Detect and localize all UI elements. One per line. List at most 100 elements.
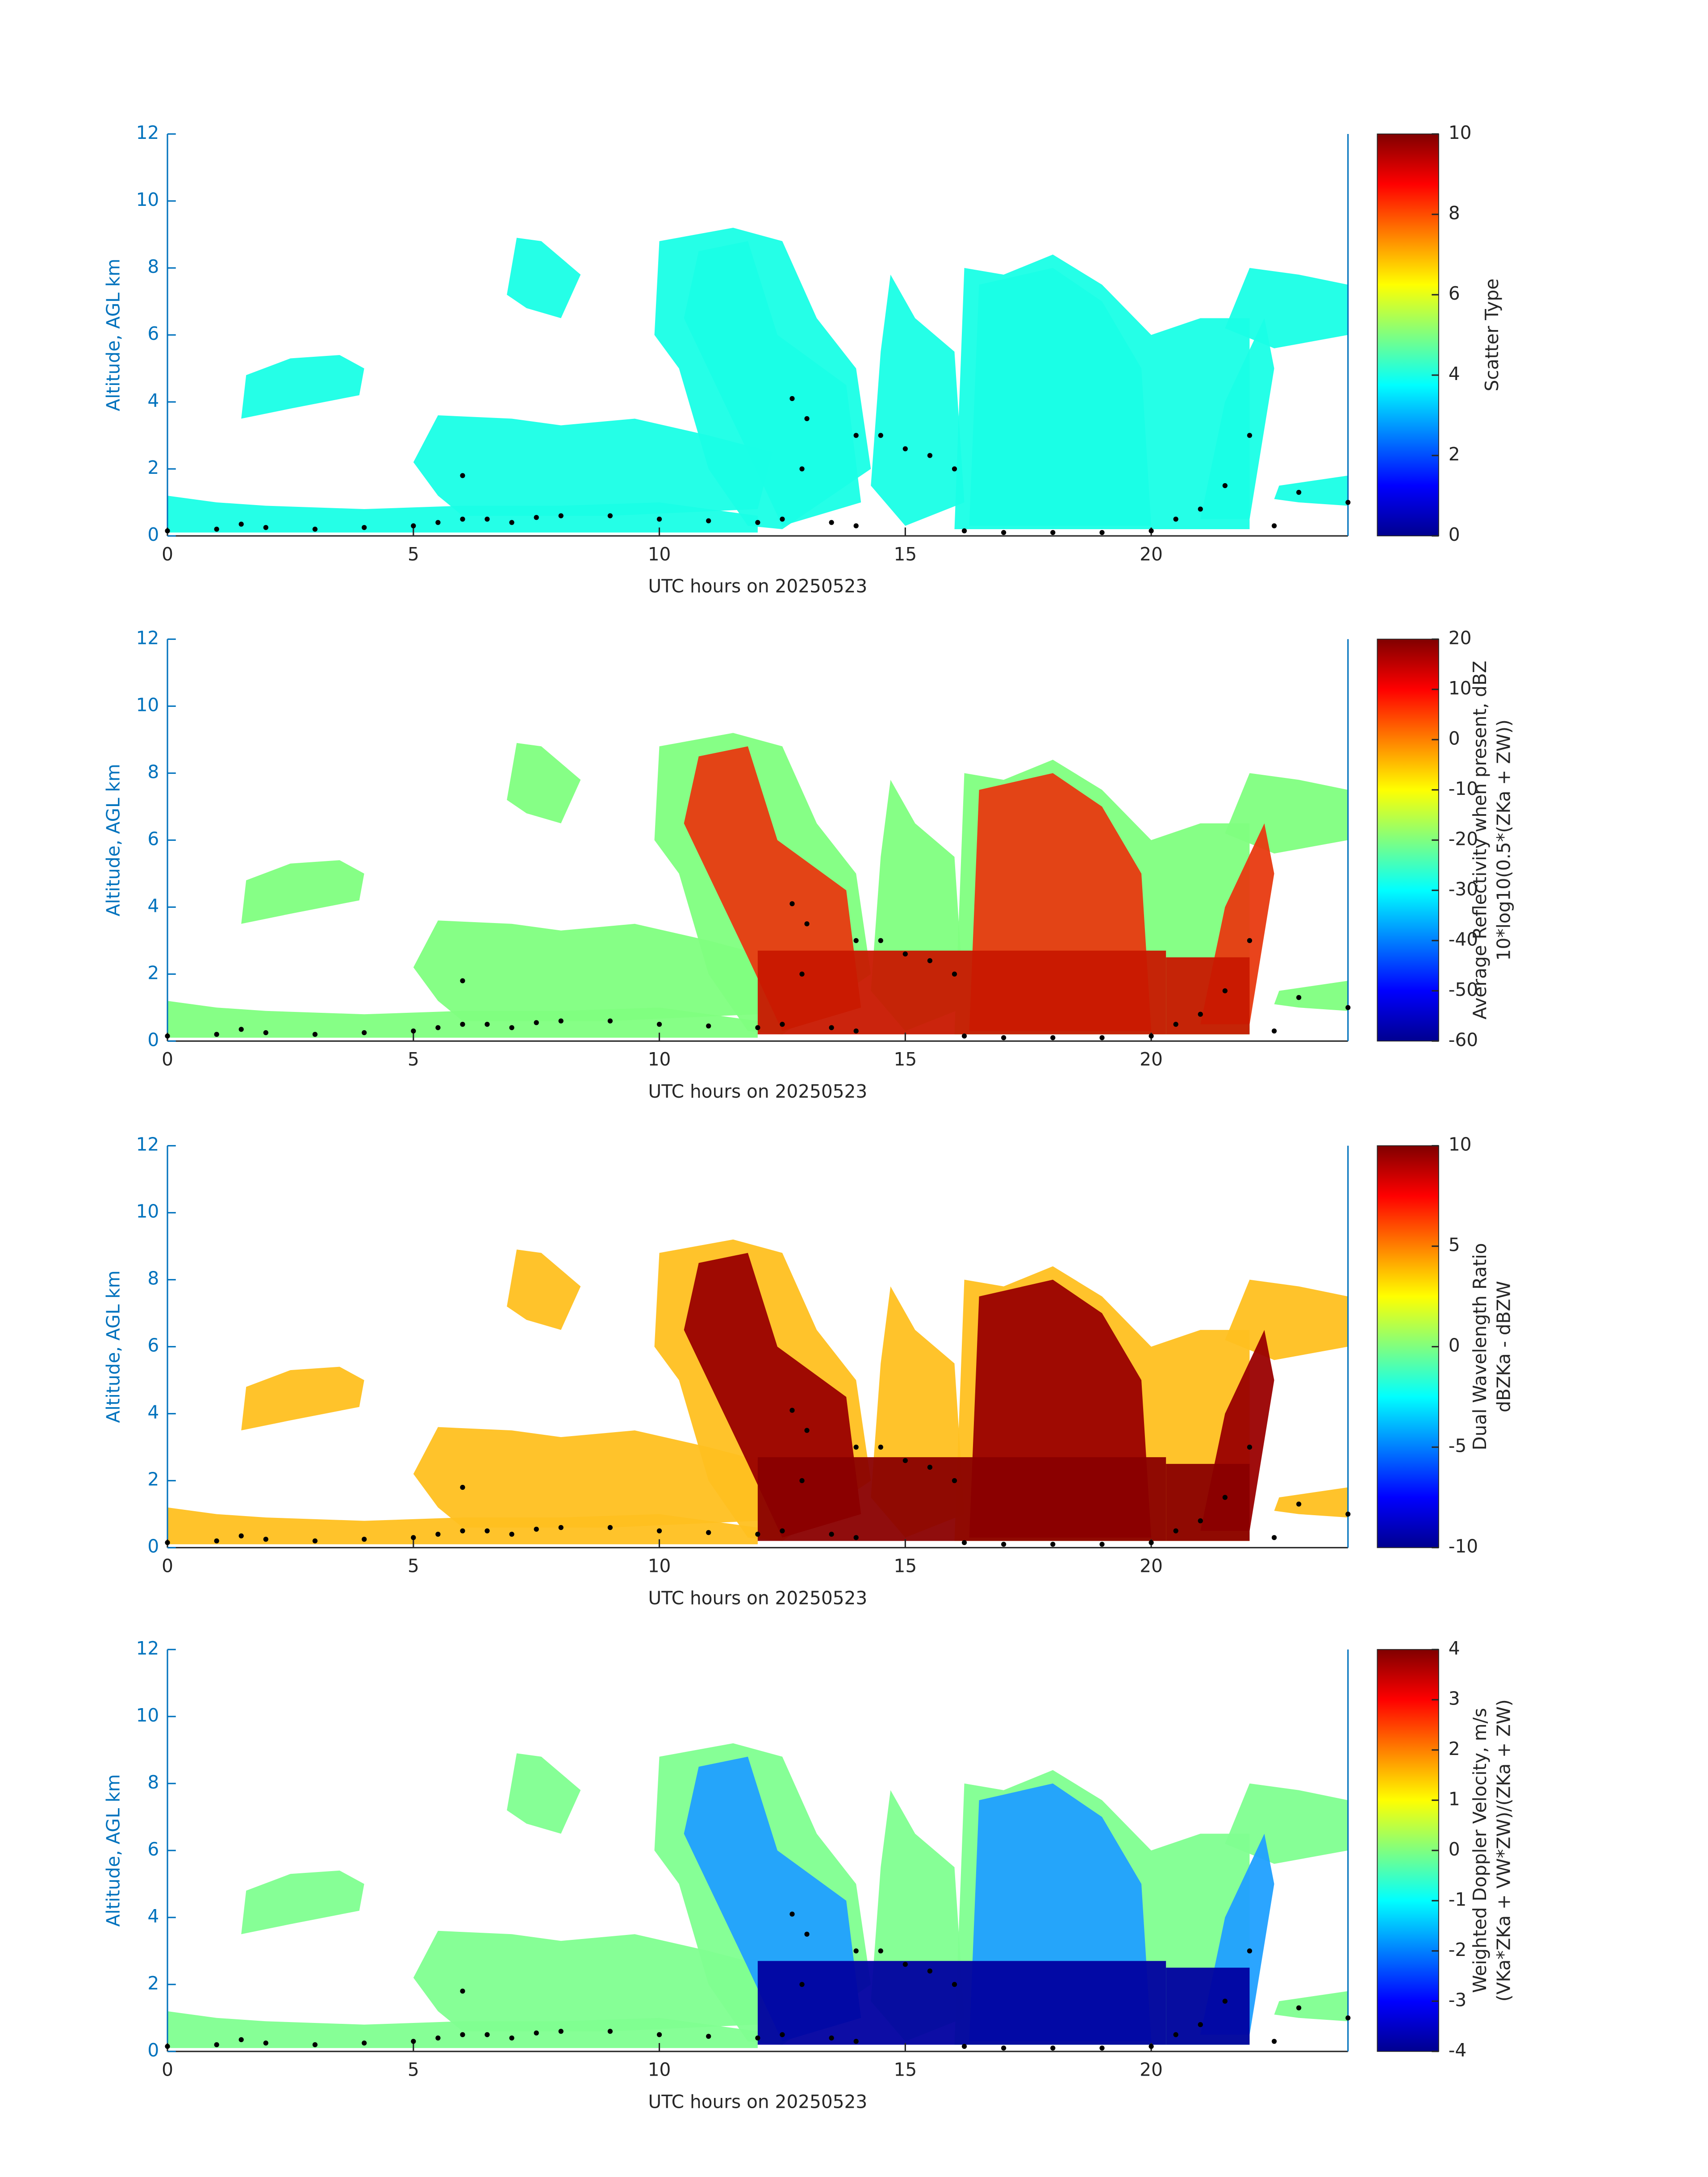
cloud-base-point (1296, 995, 1302, 1000)
colorbar-label: Weighted Doppler Velocity, m/s (1469, 1708, 1491, 1993)
cloud-base-point (460, 2032, 465, 2037)
cloud-base-point (1001, 1542, 1006, 1547)
cloud-base-point (780, 1528, 785, 1534)
cloud-base-point (1148, 1540, 1154, 1545)
colorbar-label: (VKa*ZKa + VW*ZW)/(ZKa + ZW) (1493, 1699, 1514, 2002)
y-tick-label: 2 (147, 1469, 159, 1490)
cloud-base-point (1247, 938, 1253, 943)
cloud-base-point (780, 1022, 785, 1027)
echo-region (241, 860, 364, 924)
colorbar-tick-label: 5 (1449, 1234, 1460, 1256)
y-tick-label: 2 (147, 962, 159, 983)
cloud-base-point (1050, 530, 1056, 535)
cloud-base-point (263, 2040, 268, 2046)
echo-region (241, 1366, 364, 1431)
cloud-base-point (411, 1028, 416, 1034)
y-tick-label: 10 (136, 1201, 159, 1222)
echo-band (757, 1457, 1166, 1541)
cloud-base-point (1296, 489, 1302, 495)
x-tick-label: 10 (648, 1049, 671, 1070)
cloud-base-point (1001, 2045, 1006, 2051)
colorbar-tick-label: -1 (1449, 1889, 1467, 1910)
y-tick-label: 0 (147, 1029, 159, 1050)
echo-region (1225, 268, 1348, 348)
cloud-base-point (312, 2042, 318, 2047)
cloud-base-point (460, 1989, 465, 1994)
echo-region (1225, 773, 1348, 854)
cloud-base-point (460, 473, 465, 478)
cloud-base-point (1099, 2045, 1105, 2051)
cloud-base-point (509, 1532, 514, 1537)
y-tick-label: 4 (147, 1402, 159, 1423)
y-tick-label: 0 (147, 524, 159, 545)
colorbar-tick-label: 0 (1449, 727, 1460, 749)
cloud-base-point (853, 1028, 859, 1034)
cloud-base-point (804, 921, 810, 927)
colorbar-tick-label: 0 (1449, 1335, 1460, 1356)
y-tick-label: 4 (147, 895, 159, 916)
cloud-base-point (780, 2032, 785, 2037)
cloud-base-point (263, 1030, 268, 1036)
cloud-base-point (238, 2037, 244, 2043)
cloud-base-point (1247, 433, 1253, 438)
cloud-base-point (902, 951, 908, 957)
colorbar-tick-label: 4 (1449, 1638, 1460, 1659)
colorbar-tick-label: 2 (1449, 443, 1460, 465)
cloud-base-point (799, 1478, 805, 1483)
cloud-base-point (1001, 1035, 1006, 1040)
cloud-base-point (558, 1525, 564, 1530)
cloud-base-point (312, 526, 318, 532)
cloud-base-point (509, 1025, 514, 1030)
cloud-base-point (312, 1538, 318, 1544)
cloud-base-point (1345, 2015, 1351, 2021)
cloud-base-point (362, 525, 367, 530)
y-tick-label: 6 (147, 1839, 159, 1860)
cloud-base-point (656, 1022, 662, 1027)
x-axis-label: UTC hours on 20250523 (648, 1587, 868, 1609)
cloud-base-point (853, 433, 859, 438)
cloud-base-point (1222, 1998, 1228, 2004)
cloud-base-point (1148, 1033, 1154, 1039)
colorbar-tick-label: 10 (1449, 677, 1472, 699)
x-tick-label: 0 (162, 1049, 173, 1070)
cloud-base-point (706, 1530, 711, 1535)
cloud-base-point (799, 971, 805, 977)
echo-region (1225, 1783, 1348, 1864)
colorbar-tick-label: -40 (1449, 928, 1478, 950)
x-tick-label: 0 (162, 543, 173, 565)
colorbar-tick-label: 6 (1449, 283, 1460, 304)
colorbar-label: Dual Wavelength Ratio (1469, 1243, 1491, 1450)
x-axis-label: UTC hours on 20250523 (648, 2091, 868, 2112)
y-tick-label: 10 (136, 189, 159, 210)
cloud-base-point (952, 1478, 957, 1483)
echo-core (969, 268, 1152, 526)
y-tick-label: 0 (147, 2039, 159, 2061)
cloud-base-point (214, 2042, 219, 2047)
y-tick-label: 6 (147, 323, 159, 344)
cloud-base-point (1271, 1535, 1277, 1540)
echo-band (1166, 957, 1250, 1035)
echo-region (1274, 981, 1348, 1011)
cloud-base-point (460, 1485, 465, 1490)
echo-band (757, 950, 1166, 1035)
y-tick-label: 12 (136, 627, 159, 648)
echo-region (1274, 476, 1348, 506)
cloud-base-point (484, 1528, 490, 1534)
y-tick-label: 10 (136, 1705, 159, 1726)
cloud-base-point (1148, 2043, 1154, 2049)
x-axis-label: UTC hours on 20250523 (648, 1081, 868, 1102)
y-axis-label: Altitude, AGL km (102, 1774, 124, 1927)
echo-region (413, 1930, 773, 2031)
cloud-base-point (853, 1444, 859, 1450)
cloud-base-point (952, 971, 957, 977)
cloud-base-point (1247, 1948, 1253, 1954)
cloud-base-point (755, 2035, 760, 2041)
cloud-base-point (607, 1525, 613, 1530)
cloud-base-point (952, 466, 957, 472)
cloud-base-point (789, 901, 795, 907)
cloud-base-point (878, 1444, 883, 1450)
y-tick-label: 6 (147, 1335, 159, 1356)
